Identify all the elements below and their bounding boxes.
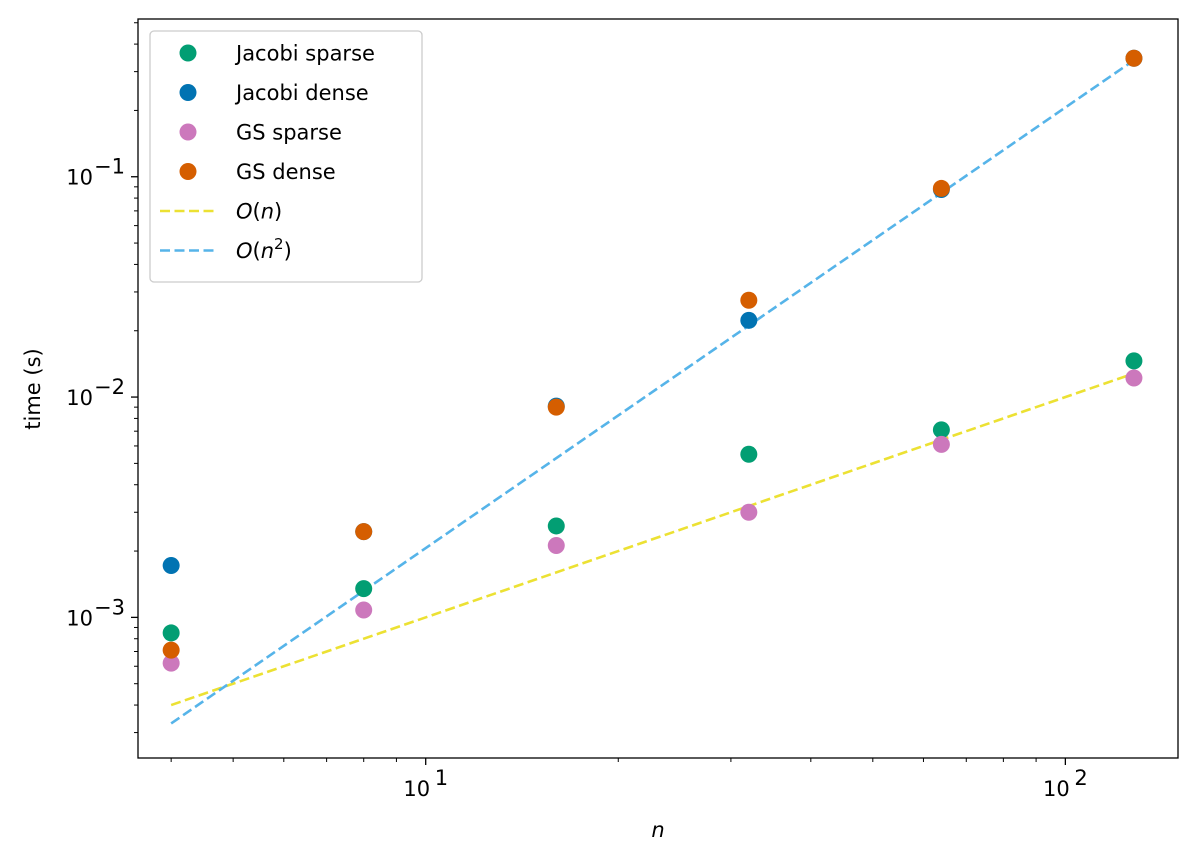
legend-marker-gs-sparse (179, 123, 197, 141)
y-tick-label: 10 (66, 386, 93, 410)
x-tick-label: 10 (1043, 777, 1070, 801)
data-point-jacobi-sparse (1125, 352, 1143, 370)
y-tick-label-exponent: −3 (94, 595, 125, 619)
legend-marker-jacobi-dense (179, 84, 197, 101)
legend: Jacobi sparse Jacobi dense GS sparse GS den… (149, 30, 423, 283)
data-point-jacobi-sparse (740, 445, 758, 463)
x-axis: 10 1 10 2 (170, 758, 1088, 801)
data-point-gs-sparse (355, 601, 373, 619)
data-point-gs-dense (547, 398, 565, 416)
legend-label-jacobi-sparse: Jacobi sparse (234, 42, 375, 66)
legend-label-gs-dense: GS dense (236, 160, 336, 184)
y-tick-label: 10 (66, 606, 93, 630)
data-point-jacobi-dense (740, 311, 758, 329)
data-point-gs-sparse (932, 435, 950, 453)
legend-marker-jacobi-sparse (179, 44, 197, 62)
x-axis-label: n (651, 818, 664, 842)
data-point-gs-sparse (547, 536, 565, 554)
data-point-jacobi-dense (162, 556, 180, 574)
legend-marker-gs-dense (179, 163, 197, 180)
data-point-jacobi-sparse (162, 624, 180, 642)
data-point-jacobi-sparse (355, 580, 373, 598)
x-tick-label-exponent: 2 (1074, 766, 1087, 790)
data-point-gs-dense (1125, 49, 1143, 67)
legend-box (149, 30, 423, 283)
x-tick-label: 10 (403, 777, 430, 801)
y-tick-label-exponent: −1 (94, 155, 125, 179)
legend-label-o-n: O(n) (236, 200, 282, 224)
series-line-o-n (170, 372, 1135, 707)
y-axis: 10−310−210−1 (66, 22, 138, 734)
legend-label-gs-sparse: GS sparse (236, 121, 342, 145)
data-point-gs-sparse (1125, 369, 1143, 387)
data-point-gs-dense (355, 523, 373, 541)
data-point-jacobi-sparse (547, 517, 565, 535)
series-layer (162, 49, 1143, 725)
data-point-gs-sparse (162, 654, 180, 672)
series-line-o-n2 (170, 59, 1135, 725)
data-point-gs-dense (162, 641, 180, 659)
y-tick-label: 10 (66, 166, 93, 190)
data-point-gs-dense (932, 179, 950, 197)
y-tick-label-exponent: −2 (94, 375, 125, 399)
plot-frame (137, 18, 1179, 759)
x-tick-label-exponent: 1 (435, 766, 448, 790)
data-point-gs-sparse (740, 503, 758, 521)
data-point-jacobi-sparse (932, 421, 950, 439)
data-point-gs-dense (740, 291, 758, 309)
legend-label-jacobi-dense: Jacobi dense (234, 81, 369, 105)
legend-label-o-n2: O(n2) (236, 235, 292, 263)
y-axis-label: time (s) (21, 348, 45, 429)
